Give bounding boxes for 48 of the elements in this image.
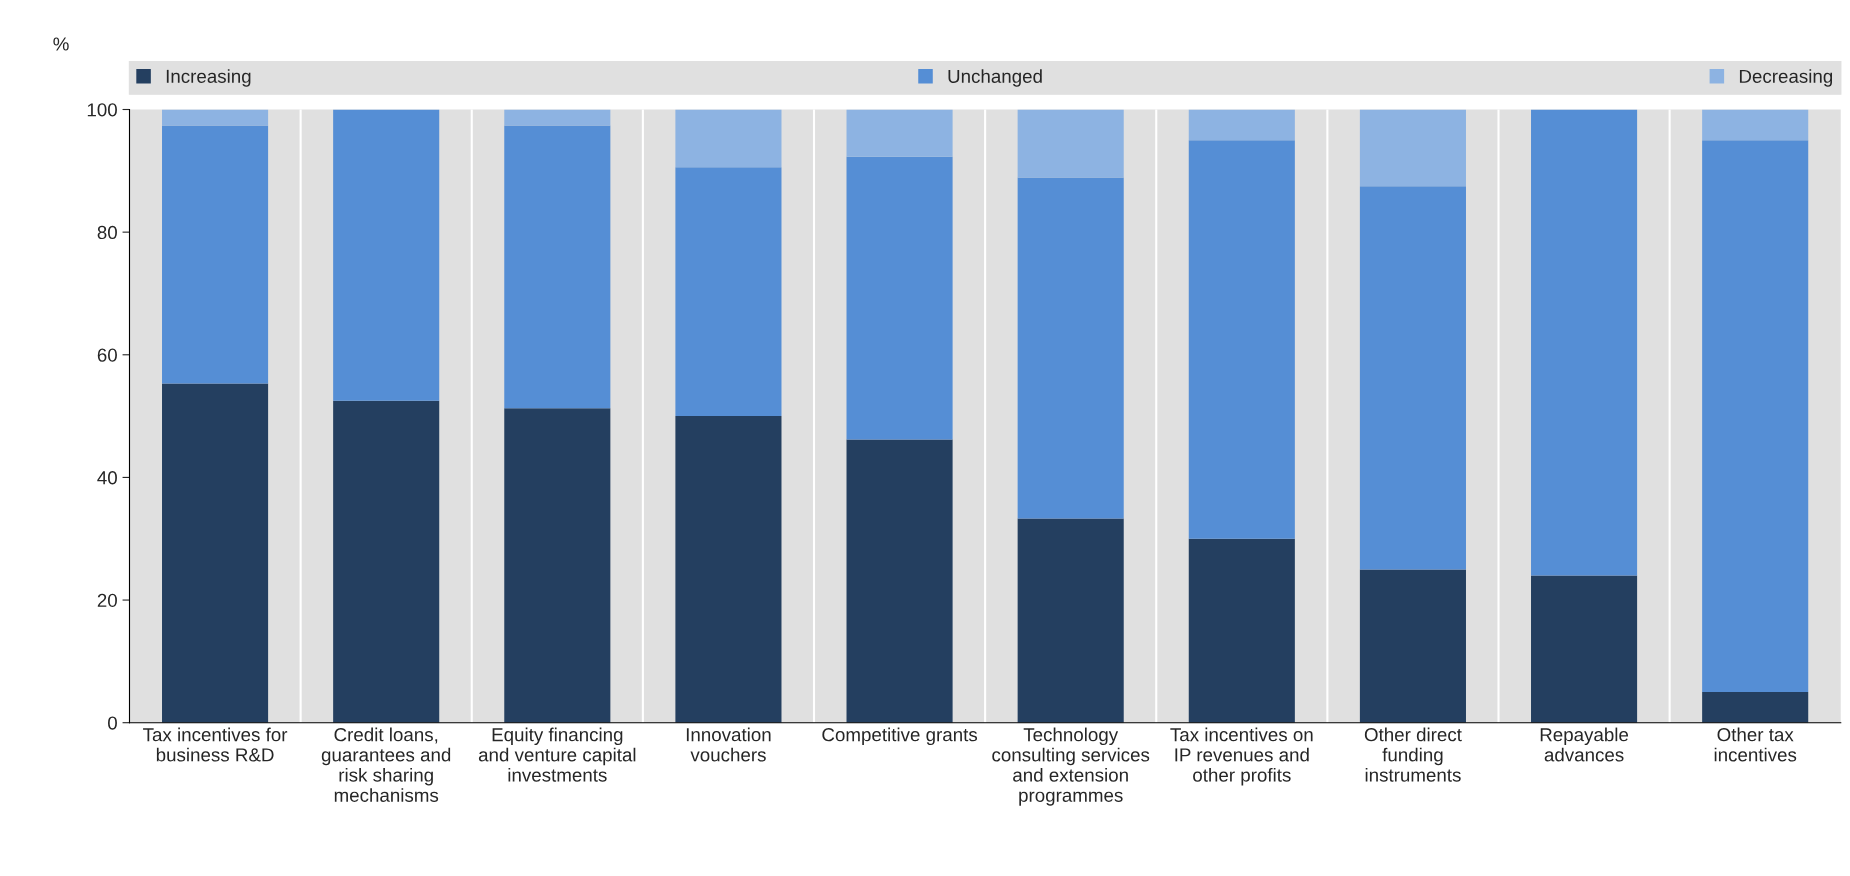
- bar: [504, 109, 611, 126]
- x-tick-label: Other direct funding instruments: [1364, 727, 1462, 782]
- bar: [1188, 538, 1295, 723]
- x-tick-label: Innovation vouchers: [686, 727, 771, 762]
- bar: [1188, 109, 1295, 141]
- legend-label: Unchanged: [948, 69, 1042, 87]
- bar: [846, 109, 953, 157]
- bar: [846, 439, 953, 723]
- y-tick-label: 20: [97, 593, 117, 608]
- bar: [1702, 140, 1809, 693]
- y-axis-title: %: [53, 37, 69, 51]
- y-tick-label: 0: [108, 716, 117, 730]
- bar: [504, 125, 611, 409]
- bar: [675, 167, 782, 417]
- bar: [162, 383, 269, 723]
- x-tick-label: Competitive grants: [822, 727, 978, 746]
- bar: [846, 156, 953, 440]
- bar: [162, 125, 269, 384]
- bar: [675, 416, 782, 723]
- bar: [1531, 575, 1638, 723]
- x-tick-label: Credit loans, guarantees and risk sharing mechanisms: [321, 727, 451, 802]
- bar: [675, 109, 782, 168]
- y-tick-label: 80: [97, 225, 117, 240]
- x-tick-label: Tax incentives for business R&D: [143, 727, 288, 762]
- x-tick-label: Equity financing and venture capital investments: [478, 727, 636, 782]
- bar: [1017, 518, 1124, 723]
- bar: [1188, 140, 1295, 539]
- legend-label: Increasing: [166, 69, 251, 87]
- bar: [1017, 109, 1124, 178]
- bar: [1359, 186, 1466, 570]
- bar: [504, 408, 611, 723]
- x-tick-label: Repayable advances: [1540, 727, 1629, 762]
- bar: [333, 109, 440, 401]
- bar: [1531, 109, 1638, 576]
- bar: [1359, 569, 1466, 723]
- bar: [1702, 109, 1809, 141]
- y-tick-label: 40: [97, 471, 117, 485]
- y-tick-label: 60: [97, 348, 117, 362]
- bar: [333, 400, 440, 723]
- legend-label: Decreasing: [1739, 69, 1833, 87]
- bar: [1359, 109, 1466, 187]
- bar: [1017, 177, 1124, 519]
- bar: [162, 109, 269, 126]
- x-tick-label: Tax incentives on IP revenues and other profits: [1170, 727, 1313, 786]
- x-tick-label: Technology consulting services and extension programmes: [992, 727, 1150, 806]
- y-tick-label: 100: [87, 103, 117, 117]
- bar: [1702, 692, 1809, 723]
- x-tick-label: Other tax incentives: [1714, 727, 1797, 762]
